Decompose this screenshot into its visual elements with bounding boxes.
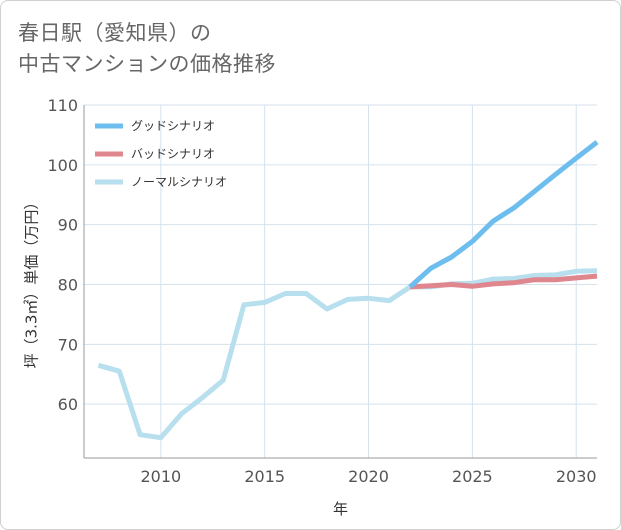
legend-label-bad: バッドシナリオ [131,147,215,161]
x-tick-label: 2020 [348,467,389,486]
y-tick-label: 100 [47,156,78,175]
y-tick-label: 110 [47,96,78,115]
x-axis-label: 年 [333,500,348,518]
chart-title: 春日駅（愛知県）の 中古マンションの価格推移 [18,18,276,80]
y-tick-label: 80 [58,275,78,294]
chart-title-line2: 中古マンションの価格推移 [18,52,276,76]
chart-title-line1: 春日駅（愛知県）の [18,21,212,45]
series-line-bad [409,273,598,290]
y-tick-label: 60 [58,395,78,414]
series-line-good [408,140,599,289]
series-line-normal [97,268,598,441]
x-tick-label: 2015 [244,467,285,486]
y-tick-label: 90 [58,216,78,235]
y-tick-label: 70 [58,335,78,354]
x-tick-label: 2010 [140,467,181,486]
x-tick-label: 2030 [556,467,597,486]
grid-lines [84,104,597,458]
legend-label-normal: ノーマルシナリオ [131,175,227,189]
series-lines [97,140,599,441]
y-axis-label: 坪（3.3㎡）単価（万円） [23,195,41,369]
tick-labels: 60 70 80 90 100 110 2010 2015 2020 2025 2030 [47,96,596,486]
axes [83,105,597,459]
x-tick-label: 2025 [452,467,493,486]
legend-label-good: グッドシナリオ [131,119,215,133]
